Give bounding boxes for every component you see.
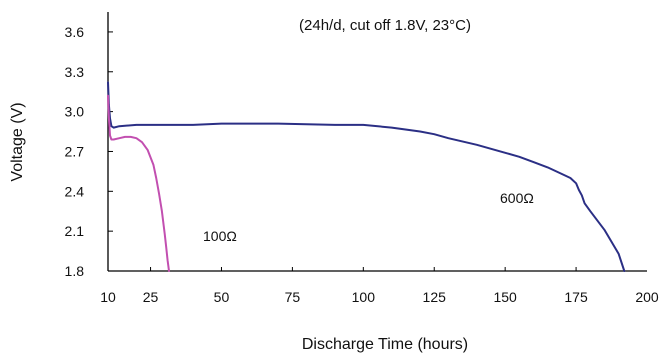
y-tick-label: 3.6 — [65, 24, 85, 40]
x-tick-label: 100 — [352, 289, 376, 305]
series-lines — [107, 81, 626, 272]
y-tick-label: 2.4 — [65, 183, 85, 199]
y-tick-label: 1.8 — [65, 263, 85, 279]
x-tick-label: 125 — [423, 289, 447, 305]
tick-labels: 1.8 2.1 2.4 2.7 3.0 3.3 3.6 10 25 50 75 100 125 150 17… — [65, 24, 659, 305]
axes — [107, 12, 647, 272]
series-line-1 — [107, 94, 170, 272]
x-axis-title: Discharge Time (hours) — [302, 336, 468, 353]
chart-annotation: (24h/d, cut off 1.8V, 23°C) — [299, 17, 471, 34]
x-tick-label: 25 — [143, 289, 159, 305]
y-tick-label: 3.3 — [65, 64, 85, 80]
x-tick-label: 75 — [285, 289, 301, 305]
y-tick-label: 2.7 — [65, 143, 85, 159]
series-label-0: 600Ω — [500, 190, 534, 206]
y-tick-label: 2.1 — [65, 223, 85, 239]
y-axis-title: Voltage (V) — [9, 102, 26, 181]
x-tick-label: 10 — [100, 289, 116, 305]
x-tick-label: 175 — [564, 289, 588, 305]
series-line-0 — [107, 81, 626, 272]
x-tick-label: 150 — [493, 289, 517, 305]
x-tick-label: 50 — [214, 289, 230, 305]
series-label-1: 100Ω — [203, 228, 237, 244]
x-tick-label: 200 — [635, 289, 659, 305]
series-labels: 600Ω 100Ω — [203, 190, 534, 244]
y-tick-label: 3.0 — [65, 104, 85, 120]
